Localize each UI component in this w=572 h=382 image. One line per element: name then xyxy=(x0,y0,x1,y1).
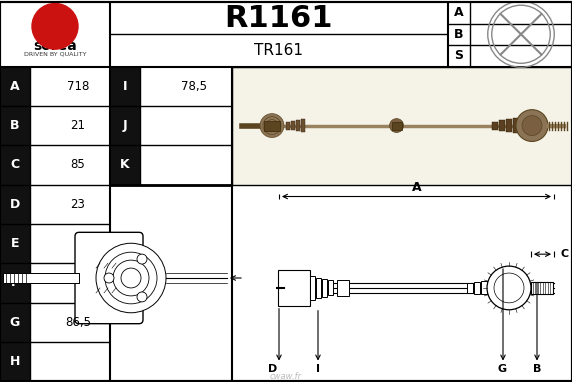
Bar xyxy=(110,66,140,106)
Bar xyxy=(291,121,296,130)
Bar xyxy=(0,263,30,303)
Text: D: D xyxy=(10,198,20,211)
Text: B: B xyxy=(533,364,541,374)
Text: DRIVEN BY QUALITY: DRIVEN BY QUALITY xyxy=(24,52,86,57)
Text: C: C xyxy=(561,249,569,259)
Text: 78,5: 78,5 xyxy=(181,80,207,93)
Bar xyxy=(499,120,505,131)
Circle shape xyxy=(121,268,141,288)
Bar xyxy=(520,117,526,134)
Bar xyxy=(392,121,402,129)
Circle shape xyxy=(137,292,147,302)
Text: F: F xyxy=(11,277,19,290)
Text: K: K xyxy=(120,159,130,172)
Text: I: I xyxy=(123,80,127,93)
Text: cwaw.fr: cwaw.fr xyxy=(270,372,302,381)
Circle shape xyxy=(113,260,149,296)
FancyBboxPatch shape xyxy=(75,232,143,324)
Bar xyxy=(502,279,508,297)
Text: C: C xyxy=(10,159,19,172)
Text: S: S xyxy=(455,49,463,62)
Text: A: A xyxy=(10,80,20,93)
Bar xyxy=(0,145,30,185)
Circle shape xyxy=(522,116,542,136)
Text: H: H xyxy=(10,355,20,368)
Text: TR161: TR161 xyxy=(255,43,304,58)
Circle shape xyxy=(96,243,166,313)
Text: S: S xyxy=(45,12,65,40)
Bar xyxy=(328,280,333,295)
Circle shape xyxy=(260,114,284,138)
Text: A: A xyxy=(454,6,464,19)
Bar xyxy=(495,280,501,296)
Bar xyxy=(286,121,291,129)
Bar xyxy=(316,277,321,298)
Text: 23: 23 xyxy=(70,198,85,211)
Circle shape xyxy=(32,3,78,49)
Bar xyxy=(310,276,315,300)
Bar xyxy=(467,283,473,293)
Text: G: G xyxy=(10,316,20,329)
Bar xyxy=(474,282,480,294)
Circle shape xyxy=(516,110,548,141)
Circle shape xyxy=(105,252,157,304)
Bar xyxy=(110,106,140,145)
Bar xyxy=(488,281,494,295)
Circle shape xyxy=(137,254,147,264)
Bar xyxy=(531,282,553,294)
Text: R1161: R1161 xyxy=(225,3,333,32)
Text: 21: 21 xyxy=(70,119,85,132)
Bar xyxy=(0,66,30,106)
Bar xyxy=(278,270,310,306)
Text: B: B xyxy=(10,119,20,132)
Text: 86,5: 86,5 xyxy=(65,316,91,329)
Bar xyxy=(232,66,572,185)
Bar xyxy=(3,273,79,283)
Text: D: D xyxy=(268,364,277,374)
Bar xyxy=(481,282,487,295)
Circle shape xyxy=(487,266,531,310)
Bar xyxy=(322,279,327,297)
Text: 718: 718 xyxy=(67,80,89,93)
Bar xyxy=(0,342,30,381)
Bar xyxy=(0,185,30,224)
Circle shape xyxy=(266,120,278,131)
Bar xyxy=(0,303,30,342)
Circle shape xyxy=(263,117,281,134)
Text: E: E xyxy=(11,237,19,250)
Bar xyxy=(264,121,280,131)
Bar xyxy=(296,120,300,131)
Bar xyxy=(513,118,519,133)
Bar xyxy=(110,145,140,185)
Bar xyxy=(0,224,30,263)
Bar xyxy=(337,280,349,296)
Text: A: A xyxy=(412,181,422,194)
Text: G: G xyxy=(498,364,507,374)
Bar xyxy=(0,106,30,145)
Bar xyxy=(301,119,305,132)
Bar xyxy=(492,121,498,129)
Circle shape xyxy=(494,273,524,303)
Text: I: I xyxy=(316,364,320,374)
Text: J: J xyxy=(122,119,128,132)
Bar xyxy=(506,119,512,132)
Circle shape xyxy=(104,273,114,283)
Text: B: B xyxy=(454,28,464,41)
Text: 85: 85 xyxy=(70,159,85,172)
Circle shape xyxy=(390,119,404,133)
Text: sorea: sorea xyxy=(33,39,77,53)
